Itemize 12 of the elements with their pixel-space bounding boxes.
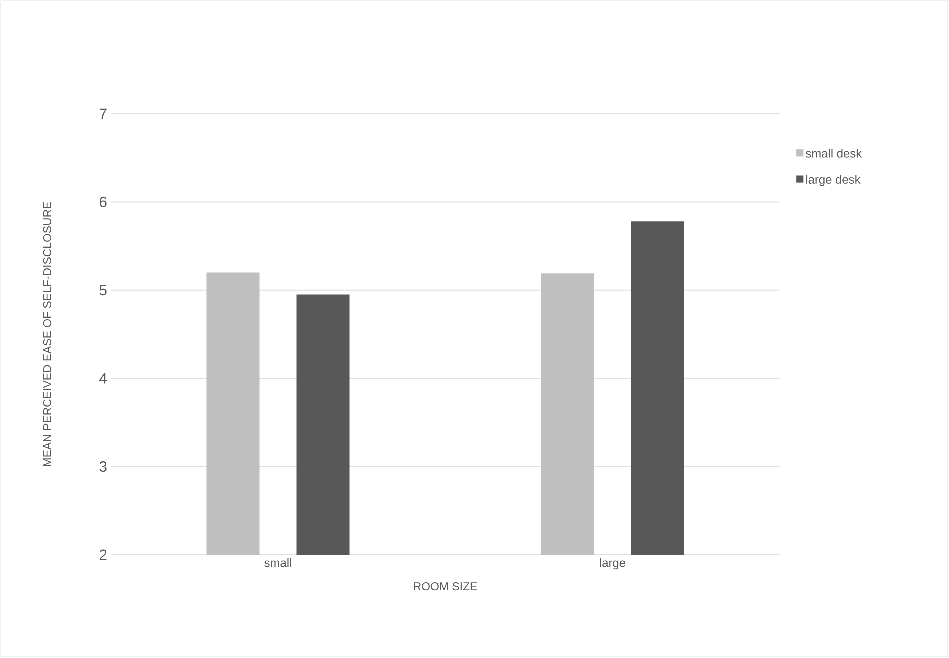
- x-axis-title: ROOM SIZE: [414, 582, 478, 591]
- x-tick-label: large: [600, 558, 626, 570]
- y-tick-label: 2: [100, 550, 107, 560]
- y-axis-title: MEAN PERCEIVED EASE OF SELF-DISCLOSURE: [43, 202, 52, 466]
- y-tick-label: 7: [100, 108, 107, 120]
- y-tick-label: 6: [100, 196, 107, 208]
- y-tick-label: 4: [100, 373, 108, 384]
- legend-label: large desk: [806, 175, 861, 186]
- y-tick-label: 3: [100, 462, 107, 472]
- y-tick-label: 5: [100, 285, 107, 296]
- legend-label: small desk: [806, 149, 862, 158]
- x-tick-label: small: [264, 558, 292, 568]
